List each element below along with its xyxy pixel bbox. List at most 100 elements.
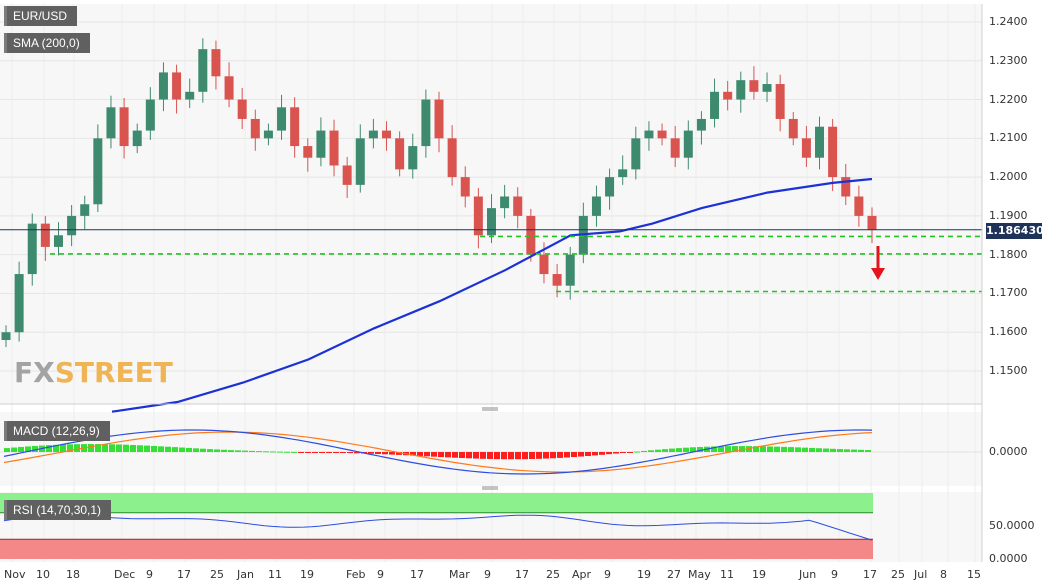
candle-body [775,84,785,119]
macd-hist-bar [606,452,612,455]
macd-hist-bar [179,447,185,452]
macd-hist-bar [235,450,241,452]
macd-hist-bar [249,450,255,452]
candle-body [185,91,195,100]
date-axis-label: Jul [914,568,928,581]
macd-hist-bar [480,452,486,459]
macd-hist-bar [18,446,24,452]
candle-body [513,196,523,216]
macd-hist-bar [354,452,360,454]
sma-indicator-badge[interactable]: SMA (200,0) [4,33,90,53]
price-axis-label: 1.2100 [989,131,1028,145]
macd-indicator-badge[interactable]: MACD (12,26,9) [4,421,110,441]
macd-hist-bar [417,452,423,456]
macd-hist-bar [809,447,815,452]
candle-body [539,254,549,275]
date-axis-label: Jan [237,568,254,581]
candle-body [473,196,483,236]
candle-body [27,223,37,275]
macd-hist-bar [88,444,94,452]
date-axis-label: 9 [484,568,491,581]
candles [1,38,877,347]
macd-hist-bar [669,448,675,452]
rsi-axis-label: 50.0000 [989,519,1035,532]
date-axis-label: Apr [572,568,592,581]
price-axis-label: 1.2200 [989,92,1028,106]
macd-hist-bar [452,452,458,458]
macd-hist-bar [74,444,80,452]
date-axis-label: Dec [114,568,136,581]
date-axis-label: 8 [940,568,947,581]
date-axis-label: 17 [515,568,529,581]
date-axis-label: 9 [604,568,611,581]
candle-body [277,107,287,131]
macd-hist-bar [753,446,759,452]
rsi-indicator-badge[interactable]: RSI (14,70,30,1) [4,500,112,520]
date-axis-label: Nov [4,568,26,581]
macd-hist-bar [193,448,199,452]
macd-line [3,429,873,475]
macd-hist-bar [277,451,283,453]
candle-body [565,254,575,286]
candle-body [526,215,536,255]
candle-body [408,146,418,170]
last-price-label: 1.186430 [986,223,1044,239]
macd-hist-bar [662,449,668,452]
macd-hist-bar [459,452,465,459]
rsi-line [3,514,873,541]
macd-hist-bar [522,452,528,460]
price-axis-label: 1.1700 [989,286,1028,300]
date-axis-label: 17 [177,568,191,581]
date-axis-label: 25 [546,568,560,581]
candle-body [316,130,326,158]
candle-body [250,118,260,139]
macd-hist-bar [627,452,633,453]
macd-hist-bar [739,446,745,452]
price-axis-label: 1.1500 [989,364,1028,377]
macd-hist-bar [697,446,703,452]
macd-hist-bar [711,446,717,452]
candle-body [211,49,221,77]
candle-body [788,118,798,139]
candle-body [762,84,772,92]
candle-body [815,126,825,158]
symbol-badge[interactable]: EUR/USD [4,6,78,26]
date-axis-label: 25 [210,568,224,581]
macd-hist-bar [844,449,850,452]
macd-hist-bar [347,452,353,454]
candle-body [447,138,457,178]
macd-hist-bar [529,452,535,460]
macd-hist-bar [291,451,297,453]
candle-body [382,130,392,139]
date-axis-label: 9 [377,568,384,581]
candle-body [854,196,864,216]
date-axis-label: Feb [346,568,366,581]
macd-hist-bar [340,452,346,453]
macd-hist-bar [634,451,640,453]
date-axis-label: 27 [667,568,681,581]
macd-axis-label: 0.0000 [989,445,1028,458]
macd-hist-bar [221,449,227,452]
macd-hist-bar [557,452,563,458]
candle-body [14,274,24,333]
macd-hist-bar [760,446,766,452]
macd-hist-bar [60,444,66,452]
macd-hist-bar [186,447,192,452]
candle-body [749,80,759,92]
macd-hist-bar [256,451,262,453]
macd-hist-bar [4,448,10,452]
macd-hist-bar [214,449,220,452]
macd-hist-bar [795,447,801,452]
macd-hist-bar [487,452,493,459]
candle-body [395,138,405,170]
candle-body [867,215,877,230]
candle-body [591,196,601,216]
macd-hist-bar [109,444,115,452]
macd-hist-bar [438,452,444,458]
candle-body [263,130,273,139]
candle-body [421,99,431,147]
macd-hist-bar [781,446,787,452]
macd-hist-bar [620,452,626,453]
logo-street: STREET [54,356,173,389]
candle-body [53,235,63,247]
